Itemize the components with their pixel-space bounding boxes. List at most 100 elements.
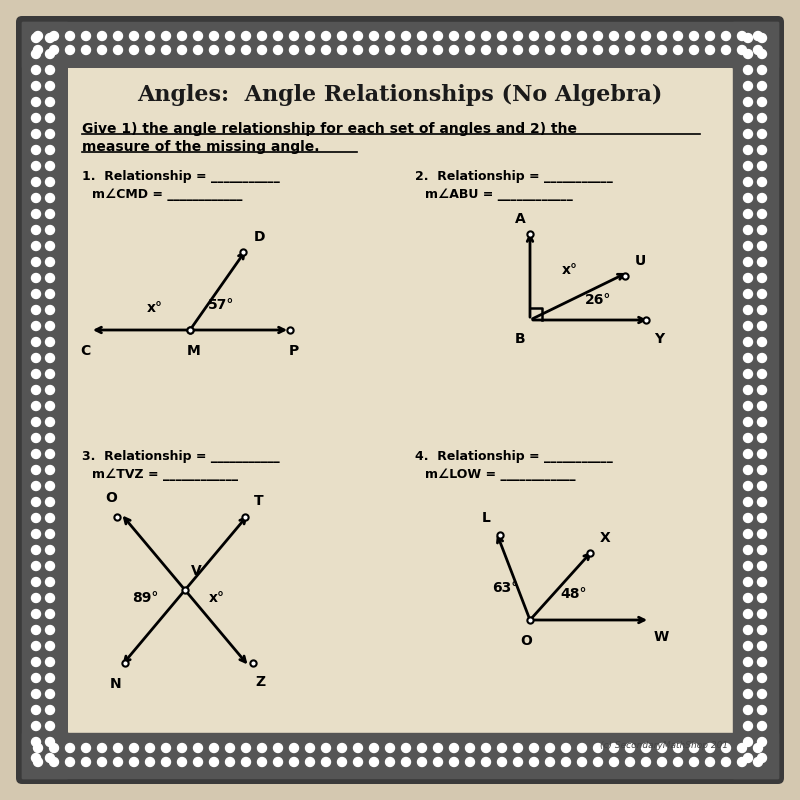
Circle shape: [46, 162, 54, 170]
Circle shape: [706, 743, 714, 753]
Text: 26°: 26°: [585, 293, 611, 307]
Circle shape: [743, 242, 753, 250]
Circle shape: [274, 46, 282, 54]
Circle shape: [758, 322, 766, 330]
Circle shape: [46, 82, 54, 90]
Circle shape: [758, 274, 766, 282]
Circle shape: [758, 738, 766, 746]
Circle shape: [743, 498, 753, 506]
Text: L: L: [482, 511, 490, 526]
Circle shape: [31, 274, 41, 282]
Circle shape: [743, 162, 753, 170]
Text: W: W: [654, 630, 670, 644]
Circle shape: [370, 31, 378, 41]
Circle shape: [114, 46, 122, 54]
Circle shape: [690, 46, 698, 54]
Circle shape: [194, 743, 202, 753]
Circle shape: [31, 226, 41, 234]
Text: N: N: [110, 677, 122, 690]
Circle shape: [482, 46, 490, 54]
Circle shape: [66, 31, 74, 41]
Circle shape: [743, 66, 753, 74]
Circle shape: [546, 758, 554, 766]
Text: A: A: [514, 212, 526, 226]
Circle shape: [758, 482, 766, 490]
Circle shape: [743, 594, 753, 602]
Circle shape: [226, 46, 234, 54]
Circle shape: [46, 50, 54, 58]
Text: 4.  Relationship = ___________: 4. Relationship = ___________: [415, 450, 613, 463]
Circle shape: [322, 758, 330, 766]
Circle shape: [274, 743, 282, 753]
Circle shape: [46, 322, 54, 330]
Circle shape: [162, 758, 170, 766]
Circle shape: [46, 546, 54, 554]
Circle shape: [274, 31, 282, 41]
Circle shape: [738, 758, 746, 766]
Circle shape: [46, 146, 54, 154]
Circle shape: [46, 594, 54, 602]
Circle shape: [31, 418, 41, 426]
Circle shape: [722, 31, 730, 41]
Circle shape: [758, 82, 766, 90]
Circle shape: [31, 194, 41, 202]
Circle shape: [130, 46, 138, 54]
Circle shape: [46, 98, 54, 106]
FancyBboxPatch shape: [55, 55, 745, 745]
Circle shape: [322, 31, 330, 41]
Circle shape: [498, 743, 506, 753]
Circle shape: [31, 450, 41, 458]
Circle shape: [758, 370, 766, 378]
Circle shape: [31, 98, 41, 106]
Circle shape: [758, 642, 766, 650]
Circle shape: [290, 31, 298, 41]
Circle shape: [194, 31, 202, 41]
Text: 2.  Relationship = ___________: 2. Relationship = ___________: [415, 170, 613, 183]
Circle shape: [258, 46, 266, 54]
Circle shape: [743, 370, 753, 378]
Circle shape: [258, 31, 266, 41]
Circle shape: [758, 578, 766, 586]
Text: 63°: 63°: [492, 581, 518, 595]
Circle shape: [50, 46, 58, 54]
Circle shape: [546, 46, 554, 54]
Circle shape: [114, 758, 122, 766]
Text: V: V: [191, 564, 202, 578]
Circle shape: [743, 642, 753, 650]
Circle shape: [354, 46, 362, 54]
Circle shape: [578, 46, 586, 54]
Circle shape: [758, 290, 766, 298]
Circle shape: [466, 758, 474, 766]
Circle shape: [758, 514, 766, 522]
Circle shape: [743, 562, 753, 570]
Circle shape: [642, 46, 650, 54]
Circle shape: [402, 46, 410, 54]
Circle shape: [178, 758, 186, 766]
Circle shape: [758, 626, 766, 634]
Circle shape: [31, 722, 41, 730]
Circle shape: [31, 162, 41, 170]
Text: 89°: 89°: [132, 591, 158, 605]
Circle shape: [46, 370, 54, 378]
Circle shape: [482, 31, 490, 41]
Circle shape: [46, 466, 54, 474]
Circle shape: [594, 758, 602, 766]
Circle shape: [31, 306, 41, 314]
Circle shape: [130, 31, 138, 41]
Circle shape: [530, 46, 538, 54]
Circle shape: [46, 66, 54, 74]
Circle shape: [743, 466, 753, 474]
Text: P: P: [289, 344, 299, 358]
Circle shape: [758, 418, 766, 426]
Circle shape: [743, 402, 753, 410]
Circle shape: [178, 743, 186, 753]
Circle shape: [758, 562, 766, 570]
Circle shape: [743, 226, 753, 234]
Circle shape: [31, 338, 41, 346]
Circle shape: [743, 274, 753, 282]
Circle shape: [743, 50, 753, 58]
Circle shape: [610, 46, 618, 54]
Circle shape: [743, 306, 753, 314]
Circle shape: [674, 31, 682, 41]
Circle shape: [562, 743, 570, 753]
